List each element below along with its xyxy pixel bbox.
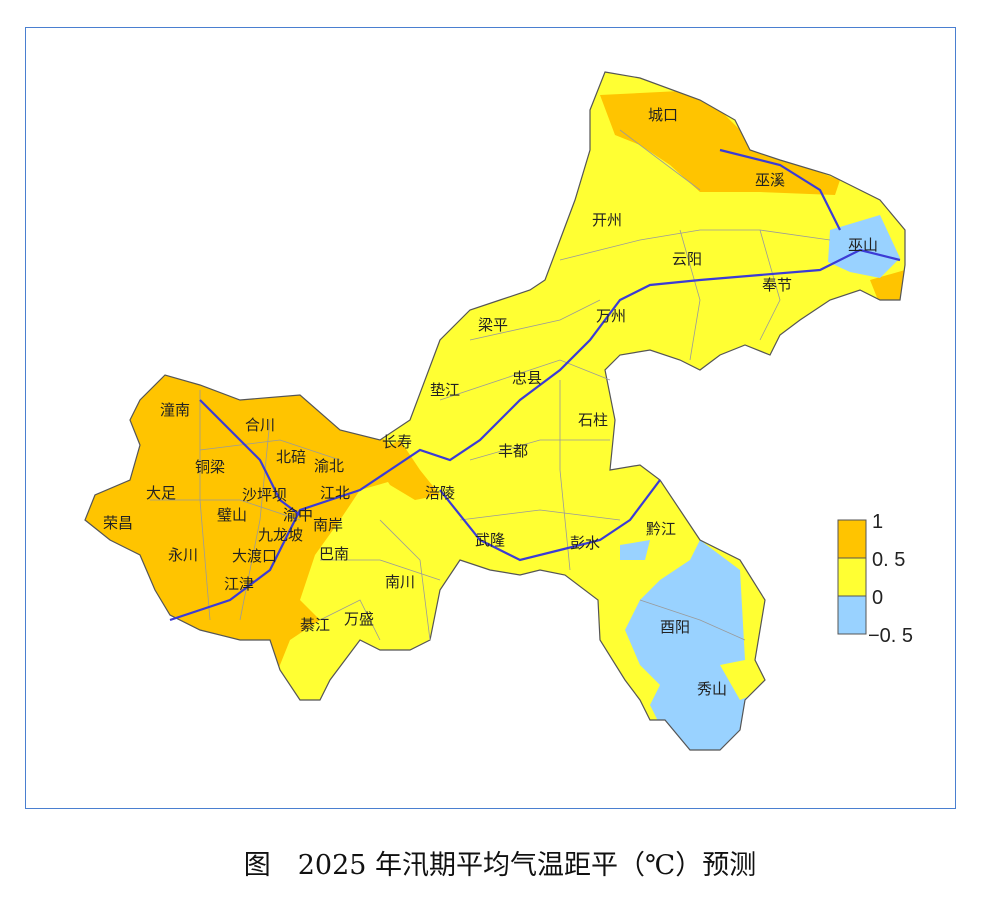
- district-label: 潼南: [160, 401, 190, 419]
- district-label: 大足: [146, 484, 176, 502]
- district-label: 奉节: [762, 276, 792, 294]
- legend-swatch-low: [837, 595, 867, 635]
- district-label: 永川: [168, 546, 198, 564]
- jialing-river: [199, 399, 301, 516]
- district-label: 垫江: [430, 381, 460, 399]
- district-label: 南岸: [313, 516, 343, 534]
- district-label: 武隆: [475, 531, 505, 549]
- district-label: 渝北: [314, 457, 344, 475]
- legend-tick: 1: [872, 511, 883, 533]
- district-label: 合川: [245, 416, 275, 434]
- district-label: 云阳: [672, 250, 702, 268]
- region-0.5-to-1-north: [600, 90, 840, 195]
- district-label: 涪陵: [425, 484, 455, 502]
- district-label: 彭水: [570, 534, 600, 552]
- region-minus0.5-to-0-wushan: [828, 215, 900, 278]
- district-borders: [150, 129, 831, 641]
- district-label: 长寿: [382, 433, 412, 451]
- legend-tick: 0. 5: [872, 549, 905, 571]
- yangtze-river: [169, 248, 901, 622]
- district-label: 璧山: [217, 506, 247, 524]
- district-label: 江津: [224, 575, 254, 593]
- district-label: 巴南: [319, 545, 349, 563]
- wu-river: [439, 479, 661, 562]
- district-label: 秀山: [697, 680, 727, 698]
- legend-swatch-mid: [837, 557, 867, 597]
- legend-swatch-high: [837, 519, 867, 559]
- district-label: 铜梁: [195, 458, 225, 476]
- district-label: 忠县: [512, 369, 542, 387]
- region-0.5-to-1-fengjie: [870, 270, 905, 305]
- district-label: 万州: [596, 307, 626, 325]
- district-label: 万盛: [344, 610, 374, 628]
- rivers: [169, 148, 901, 622]
- district-label: 荣昌: [103, 514, 133, 532]
- district-label: 丰都: [498, 442, 528, 460]
- district-label: 江北: [320, 484, 350, 502]
- region-minus0.5-to-0-qianjiang: [620, 540, 650, 560]
- legend-tick: 0: [872, 587, 883, 609]
- district-label: 北碚: [276, 448, 306, 466]
- region-0.5-to-1-changshou: [370, 440, 440, 500]
- district-label: 巫溪: [755, 171, 785, 189]
- figure-caption: 图 2025 年汛期平均气温距平（℃）预测: [243, 850, 757, 881]
- district-label: 酉阳: [660, 618, 690, 636]
- district-label: 南川: [385, 573, 415, 591]
- legend-tick: −0. 5: [868, 625, 913, 647]
- daning-river: [719, 148, 841, 231]
- district-label: 石柱: [578, 411, 608, 429]
- district-label: 九龙坡: [258, 526, 303, 544]
- district-label: 沙坪坝: [242, 486, 287, 504]
- legend: 1 0. 5 0 −0. 5: [837, 511, 913, 647]
- region-minus0.5-to-0-southeast: [625, 540, 765, 750]
- map-frame: [25, 27, 956, 809]
- district-label: 渝中: [283, 506, 313, 524]
- district-label: 綦江: [300, 616, 330, 634]
- district-label: 巫山: [848, 236, 878, 254]
- district-label: 黔江: [646, 520, 676, 538]
- district-label: 梁平: [478, 316, 508, 334]
- district-label: 城口: [648, 106, 678, 124]
- district-label: 大渡口: [232, 547, 277, 565]
- district-label: 开州: [592, 211, 622, 229]
